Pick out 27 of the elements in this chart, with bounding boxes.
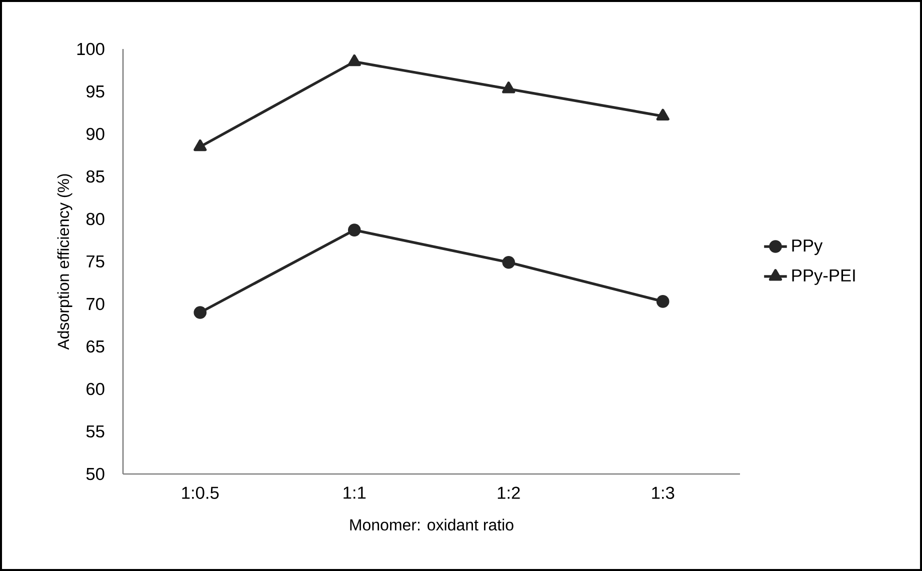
x-tick-label: 1:1 [344, 486, 366, 499]
y-axis-title: Adsorption efficiency (%) [57, 174, 72, 350]
y-tick-label: 70 [86, 298, 104, 310]
point [348, 224, 361, 236]
y-tick-label: 55 [86, 425, 104, 438]
x-tick-label: 1:0.5 [182, 486, 219, 499]
y-tick-label: 50 [86, 468, 104, 480]
y-tick-label: 90 [86, 128, 104, 140]
y-tick-label: 60 [86, 382, 104, 396]
y-tick-label: 65 [86, 340, 104, 353]
x-tick-label: 1:2 [498, 486, 520, 499]
point [502, 256, 516, 269]
x-tick-label: 1:3 [652, 486, 674, 499]
point [502, 82, 516, 94]
legend-label: PPy [792, 240, 823, 256]
y-tick-label: 80 [86, 212, 104, 226]
y-tick-label: 75 [86, 255, 104, 268]
point [656, 295, 670, 308]
point [194, 306, 207, 319]
y-tick-label: 95 [86, 85, 104, 98]
y-tick-label: 100 [77, 42, 104, 56]
y-tick-label: 85 [86, 170, 104, 183]
legend-label: PPy-PEI [792, 269, 855, 286]
x-axis-title: Monomer: oxidant ratio [350, 518, 514, 531]
point [348, 54, 361, 66]
point [656, 108, 670, 120]
point [194, 139, 207, 152]
